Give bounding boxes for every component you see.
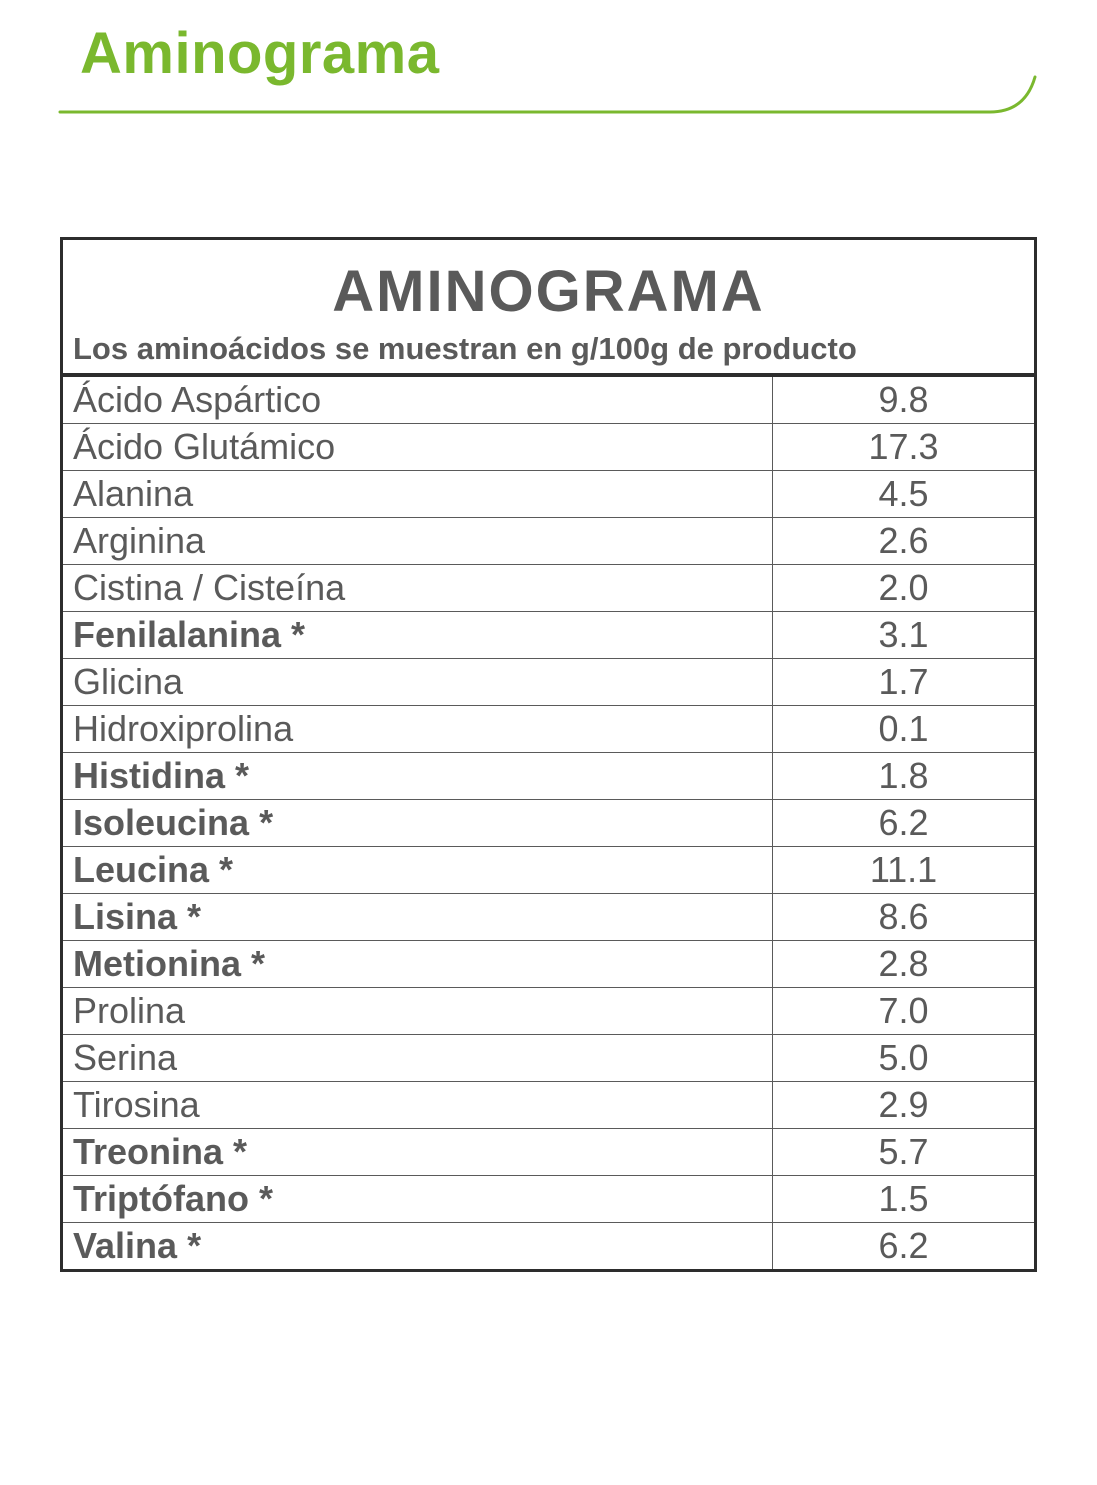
amino-name: Isoleucina * [62, 800, 773, 847]
amino-name: Glicina [62, 659, 773, 706]
table-row: Arginina2.6 [62, 518, 1036, 565]
amino-name: Alanina [62, 471, 773, 518]
table-row: Ácido Glutámico17.3 [62, 424, 1036, 471]
amino-value: 2.9 [773, 1082, 1036, 1129]
amino-value: 2.0 [773, 565, 1036, 612]
table-row: Histidina *1.8 [62, 753, 1036, 800]
amino-value: 2.8 [773, 941, 1036, 988]
amino-value: 2.6 [773, 518, 1036, 565]
table-row: Tirosina2.9 [62, 1082, 1036, 1129]
amino-name: Cistina / Cisteína [62, 565, 773, 612]
amino-name: Histidina * [62, 753, 773, 800]
amino-value: 9.8 [773, 375, 1036, 424]
amino-value: 0.1 [773, 706, 1036, 753]
aminogram-table-wrap: AMINOGRAMA Los aminoácidos se muestran e… [60, 237, 1037, 1272]
table-row: Serina5.0 [62, 1035, 1036, 1082]
table-row: Prolina7.0 [62, 988, 1036, 1035]
amino-name: Treonina * [62, 1129, 773, 1176]
aminogram-table: AMINOGRAMA Los aminoácidos se muestran e… [60, 237, 1037, 1272]
amino-value: 1.8 [773, 753, 1036, 800]
amino-name: Serina [62, 1035, 773, 1082]
table-row: Treonina *5.7 [62, 1129, 1036, 1176]
table-row: Leucina *11.1 [62, 847, 1036, 894]
table-row: Alanina4.5 [62, 471, 1036, 518]
amino-name: Triptófano * [62, 1176, 773, 1223]
table-row: Fenilalanina *3.1 [62, 612, 1036, 659]
amino-value: 1.5 [773, 1176, 1036, 1223]
table-row: Glicina1.7 [62, 659, 1036, 706]
amino-name: Valina * [62, 1223, 773, 1271]
amino-name: Arginina [62, 518, 773, 565]
amino-name: Tirosina [62, 1082, 773, 1129]
amino-value: 5.7 [773, 1129, 1036, 1176]
table-title: AMINOGRAMA [62, 239, 1036, 332]
table-row: Valina *6.2 [62, 1223, 1036, 1271]
amino-value: 6.2 [773, 800, 1036, 847]
table-row: Ácido Aspártico9.8 [62, 375, 1036, 424]
amino-value: 6.2 [773, 1223, 1036, 1271]
amino-value: 17.3 [773, 424, 1036, 471]
table-row: Hidroxiprolina0.1 [62, 706, 1036, 753]
amino-value: 5.0 [773, 1035, 1036, 1082]
table-subtitle: Los aminoácidos se muestran en g/100g de… [62, 331, 1036, 375]
table-row: Triptófano *1.5 [62, 1176, 1036, 1223]
amino-name: Fenilalanina * [62, 612, 773, 659]
section-header: Aminograma [40, 0, 1057, 137]
amino-name: Leucina * [62, 847, 773, 894]
amino-name: Hidroxiprolina [62, 706, 773, 753]
amino-value: 3.1 [773, 612, 1036, 659]
amino-value: 7.0 [773, 988, 1036, 1035]
section-underline [40, 97, 1057, 137]
table-row: Cistina / Cisteína2.0 [62, 565, 1036, 612]
amino-name: Ácido Aspártico [62, 375, 773, 424]
amino-value: 1.7 [773, 659, 1036, 706]
amino-name: Ácido Glutámico [62, 424, 773, 471]
amino-value: 8.6 [773, 894, 1036, 941]
amino-value: 11.1 [773, 847, 1036, 894]
table-row: Isoleucina *6.2 [62, 800, 1036, 847]
amino-value: 4.5 [773, 471, 1036, 518]
table-row: Metionina *2.8 [62, 941, 1036, 988]
amino-name: Prolina [62, 988, 773, 1035]
amino-name: Lisina * [62, 894, 773, 941]
amino-name: Metionina * [62, 941, 773, 988]
table-row: Lisina *8.6 [62, 894, 1036, 941]
